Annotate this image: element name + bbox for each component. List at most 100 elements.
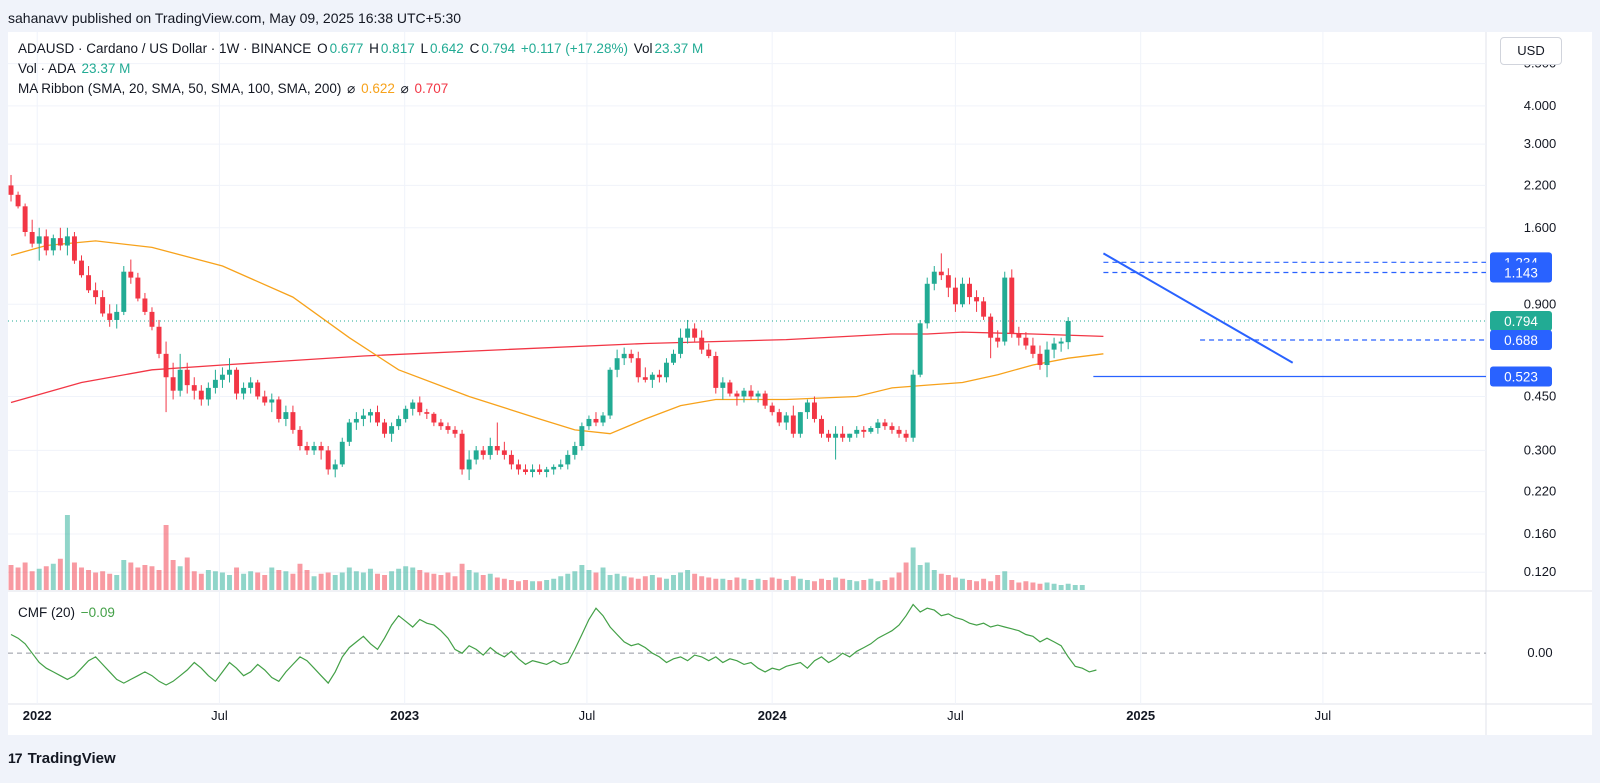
candle-body — [297, 429, 303, 447]
price-label-box — [1490, 330, 1552, 351]
y-tick-label: 3.000 — [1524, 136, 1557, 151]
volume-bar — [276, 570, 282, 590]
volume-bar — [699, 576, 705, 590]
volume-bar — [346, 567, 352, 590]
candle-body — [403, 408, 409, 419]
candle-body — [903, 433, 909, 438]
volume-bar — [868, 578, 874, 590]
volume-bar — [325, 572, 331, 590]
candle-body — [339, 441, 345, 465]
candle-body — [692, 328, 698, 338]
candle-body — [248, 382, 254, 388]
candle-body — [50, 238, 56, 251]
low-label: L — [420, 41, 428, 56]
candle-body — [678, 337, 684, 354]
volume-bar — [945, 575, 951, 590]
volume-bar — [741, 578, 747, 590]
candle-body — [71, 236, 77, 261]
candle-body — [981, 301, 987, 317]
candle-body — [762, 393, 768, 406]
volume-bar — [854, 581, 860, 590]
candle-body — [882, 422, 888, 427]
volume-bar — [22, 562, 28, 590]
volume-bar — [1079, 585, 1085, 590]
candle-body — [741, 390, 747, 397]
volume-bar — [184, 557, 190, 590]
vol-label: Vol — [633, 41, 653, 56]
volume-bar — [720, 578, 726, 590]
x-tick-label: Jul — [947, 708, 964, 723]
volume-bar — [389, 571, 395, 590]
volume-bar — [565, 573, 571, 590]
volume-bar — [663, 578, 669, 590]
candle-body — [353, 418, 359, 423]
volume-bar — [875, 581, 881, 590]
candle-body — [586, 418, 592, 427]
volume-bar — [1058, 585, 1064, 590]
candle-body — [332, 464, 338, 470]
x-tick-label: 2024 — [758, 708, 788, 723]
candle-body — [952, 287, 958, 305]
volume-bar — [931, 570, 937, 590]
candle-body — [621, 353, 627, 359]
candle-body — [967, 283, 972, 298]
volume-bar — [1002, 571, 1008, 590]
candle-body — [1037, 353, 1043, 366]
candle-body — [945, 275, 951, 288]
volume-bar — [579, 565, 585, 590]
candle-body — [227, 369, 232, 375]
candle-body — [262, 396, 268, 403]
price-chart[interactable]: 5.5004.0003.0002.2001.6000.9000.4500.300… — [8, 32, 1592, 735]
candle-body — [826, 433, 832, 438]
candle-body — [840, 433, 846, 438]
footer-brand[interactable]: 17 TradingView — [8, 743, 116, 773]
candle-body — [325, 450, 331, 470]
candle-body — [706, 349, 712, 357]
volume-bar — [1009, 580, 1015, 590]
volume-bar — [967, 580, 972, 590]
price-label-box — [1490, 310, 1552, 331]
volume-bar — [861, 580, 867, 590]
volume-bar — [1037, 583, 1043, 590]
ma-200-line — [10, 331, 1104, 404]
candle-body — [177, 369, 183, 391]
candle-body — [290, 412, 296, 430]
volume-bar — [1065, 583, 1071, 590]
candle-body — [530, 469, 536, 473]
candle-body — [910, 374, 916, 438]
volume-bar — [367, 568, 373, 590]
currency-button[interactable]: USD — [1500, 37, 1562, 65]
chart-card: 5.5004.0003.0002.2001.6000.9000.4500.300… — [8, 32, 1592, 735]
volume-bar — [128, 562, 134, 590]
volume-bar — [248, 571, 254, 590]
volume-bar — [417, 570, 423, 590]
volume-bar — [452, 576, 458, 590]
volume-bar — [713, 578, 719, 590]
candle-body — [685, 328, 691, 338]
candle-body — [579, 426, 585, 447]
candle-body — [797, 412, 803, 434]
volume-bar — [241, 573, 247, 590]
y-tick-label: 2.200 — [1524, 177, 1557, 192]
volume-bar — [297, 563, 303, 590]
volume-bar — [262, 575, 268, 590]
volume-bar — [790, 576, 796, 590]
ma-symbol-2: ⌀ — [400, 81, 409, 96]
candle-body — [86, 275, 92, 291]
candle-body — [79, 260, 84, 276]
candle-body — [43, 236, 49, 251]
candle-body — [558, 464, 564, 467]
candle-body — [861, 429, 867, 432]
candle-body — [889, 426, 895, 430]
volume-bar — [149, 566, 155, 590]
candle-body — [628, 353, 634, 359]
volume-bar — [656, 577, 662, 590]
volume-bar — [283, 571, 289, 590]
volume-bar — [163, 525, 169, 590]
candle-body — [170, 377, 176, 391]
candle-body — [508, 454, 514, 465]
x-tick-label: Jul — [579, 708, 596, 723]
volume-bar — [205, 570, 211, 590]
close-label: C — [469, 41, 480, 56]
ma-value-2: 0.707 — [414, 81, 449, 96]
